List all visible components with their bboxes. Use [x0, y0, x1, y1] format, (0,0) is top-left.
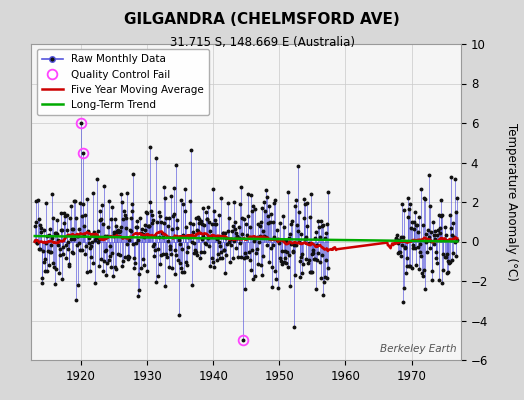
Y-axis label: Temperature Anomaly (°C): Temperature Anomaly (°C)	[505, 123, 518, 281]
Text: 31.715 S, 148.669 E (Australia): 31.715 S, 148.669 E (Australia)	[169, 36, 355, 49]
Text: GILGANDRA (CHELMSFORD AVE): GILGANDRA (CHELMSFORD AVE)	[124, 12, 400, 27]
Legend: Raw Monthly Data, Quality Control Fail, Five Year Moving Average, Long-Term Tren: Raw Monthly Data, Quality Control Fail, …	[37, 49, 209, 115]
Text: Berkeley Earth: Berkeley Earth	[380, 344, 457, 354]
